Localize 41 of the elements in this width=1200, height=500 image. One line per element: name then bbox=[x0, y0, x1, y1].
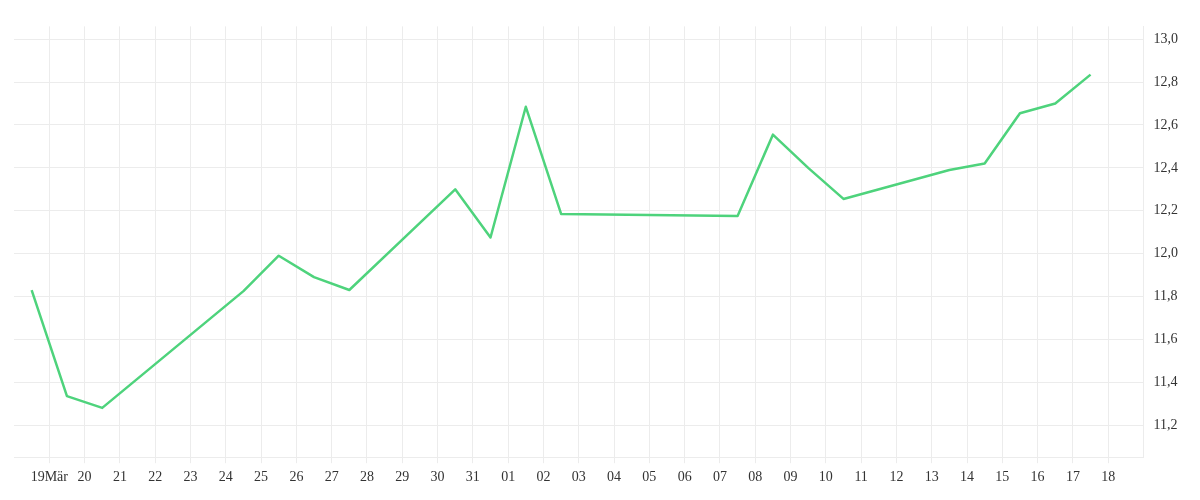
x-tick-label: 14 bbox=[960, 469, 975, 485]
x-tick-label: 05 bbox=[642, 469, 657, 485]
x-tick-label: 15 bbox=[995, 469, 1010, 485]
y-tick-label: 11,2 bbox=[1153, 416, 1178, 432]
y-tick-label: 12,4 bbox=[1153, 159, 1178, 175]
x-tick-label: 07 bbox=[712, 469, 727, 485]
x-tick-label: 30 bbox=[430, 469, 445, 485]
x-tick-label: 01 bbox=[501, 469, 516, 485]
y-tick-label: 13,0 bbox=[1153, 30, 1178, 46]
x-tick-label: 18 bbox=[1101, 469, 1116, 485]
y-tick-label: 11,8 bbox=[1153, 288, 1178, 304]
y-tick-label: 11,6 bbox=[1153, 330, 1178, 346]
x-tick-label: 29 bbox=[395, 469, 410, 485]
x-tick-label: 16 bbox=[1030, 469, 1045, 485]
x-tick-label: 21 bbox=[112, 469, 127, 485]
x-tick-label: 04 bbox=[607, 469, 622, 485]
x-tick-label: 23 bbox=[183, 469, 198, 485]
x-tick-label: 22 bbox=[148, 469, 163, 485]
x-tick-label: 08 bbox=[748, 469, 763, 485]
x-tick-label: 31 bbox=[465, 469, 480, 485]
y-tick-label: 12,6 bbox=[1153, 116, 1178, 132]
x-tick-label: 17 bbox=[1065, 469, 1080, 485]
x-tick-label: 20 bbox=[77, 469, 92, 485]
y-tick-label: 11,4 bbox=[1153, 373, 1178, 389]
x-tick-label: 11 bbox=[854, 469, 868, 485]
x-tick-label: 25 bbox=[254, 469, 269, 485]
x-tick-label: 26 bbox=[289, 469, 304, 485]
y-tick-label: 12,2 bbox=[1153, 202, 1178, 218]
x-tick-label: 28 bbox=[359, 469, 374, 485]
y-tick-label: 12,8 bbox=[1153, 73, 1178, 89]
x-tick-label: 12 bbox=[889, 469, 904, 485]
x-tick-label: 19Mär bbox=[30, 469, 69, 485]
y-tick-label: 12,0 bbox=[1153, 245, 1178, 261]
x-tick-label: 13 bbox=[924, 469, 939, 485]
x-tick-label: 10 bbox=[818, 469, 833, 485]
x-tick-label: 24 bbox=[218, 469, 233, 485]
x-tick-label: 03 bbox=[571, 469, 586, 485]
x-tick-label: 09 bbox=[783, 469, 798, 485]
x-tick-label: 02 bbox=[536, 469, 551, 485]
x-tick-label: 27 bbox=[324, 469, 339, 485]
x-tick-label: 06 bbox=[677, 469, 692, 485]
